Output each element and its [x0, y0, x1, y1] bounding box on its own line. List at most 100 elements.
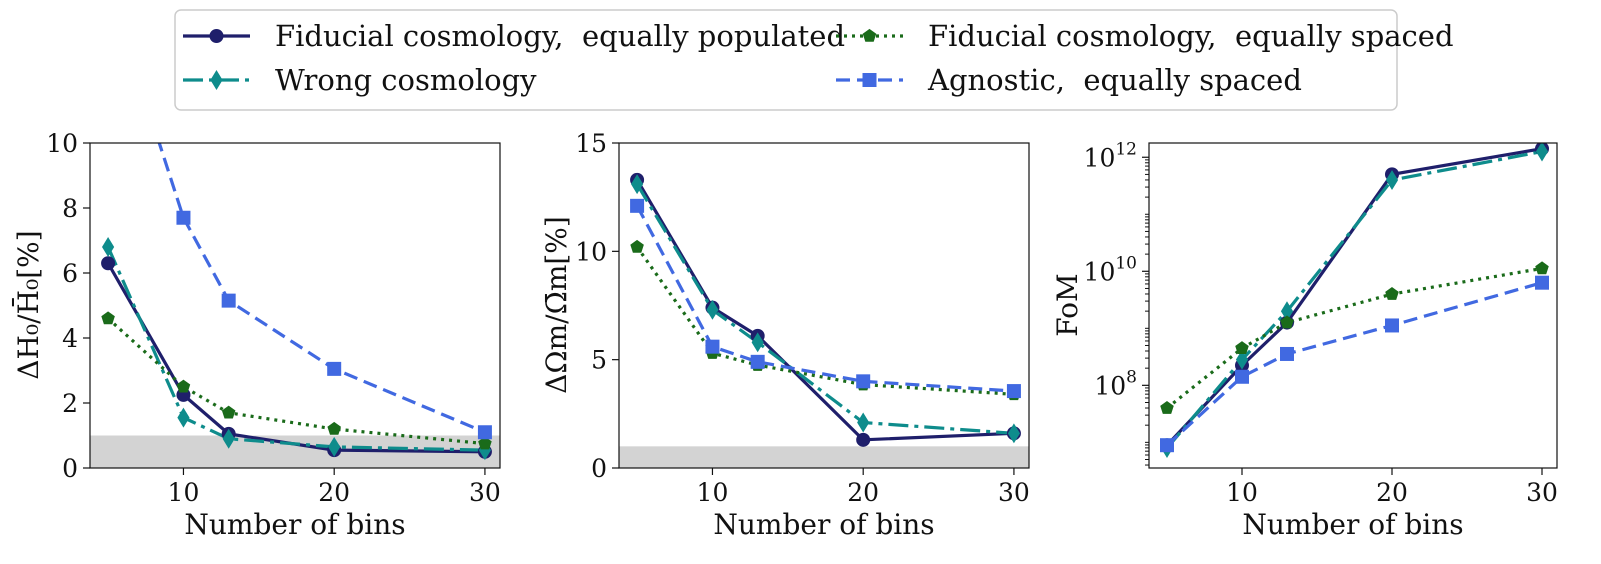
x-tick-label: 10	[697, 478, 729, 507]
data-point-agnostic	[327, 361, 342, 376]
axes-frame	[89, 142, 501, 469]
data-point-wrong	[706, 299, 719, 320]
data-point-wrong	[751, 332, 764, 353]
data-point-fid_spaced	[1535, 261, 1549, 275]
data-point-fid_spaced	[1385, 286, 1399, 300]
legend-label-wrong-cosmology: Wrong cosmology	[275, 63, 537, 97]
legend-marker-agnostic	[862, 73, 877, 87]
xlabel-omega-m: Number of bins	[713, 508, 934, 541]
data-point-fid_spaced	[221, 405, 236, 419]
data-point-wrong	[1235, 349, 1249, 370]
plot-area	[619, 172, 1029, 468]
y-tick-label: 15	[575, 129, 607, 158]
x-tick-label: 20	[318, 478, 350, 507]
legend: Fiducial cosmology, equally populated Fi…	[174, 9, 1454, 111]
series-line-fid_spaced	[107, 317, 486, 446]
y-tick-label: 108	[1094, 367, 1137, 400]
data-point-agnostic	[176, 210, 191, 225]
series-line-agnostic	[1165, 281, 1543, 447]
y-tick-label: 10	[575, 237, 607, 266]
data-point-wrong	[102, 237, 115, 257]
data-point-agnostic	[1280, 346, 1294, 361]
legend-marker-wrong	[210, 70, 223, 90]
data-point-fid_spaced	[327, 421, 341, 435]
legend-sample-wrong-cosmology	[183, 70, 250, 90]
x-tick-label: 30	[469, 478, 501, 507]
legend-label-fiducial-spaced: Fiducial cosmology, equally spaced	[928, 19, 1454, 53]
series-line-agnostic	[635, 205, 1015, 393]
y-tick-label: 8	[62, 194, 78, 223]
data-point-fid_spaced	[1280, 315, 1294, 329]
data-point-fid_spaced	[630, 239, 644, 253]
legend-sample-fiducial-spaced	[836, 28, 903, 42]
legend-sample-fiducial-populated	[183, 29, 250, 43]
ylabel-omega-m: ΔΩm/Ω̄m[%]	[540, 216, 573, 394]
data-point-agnostic	[630, 198, 645, 213]
data-point-agnostic	[856, 374, 871, 389]
data-point-wrong	[857, 412, 870, 433]
data-point-fid_spaced	[1160, 401, 1174, 414]
y-tick-label: 0	[62, 454, 78, 483]
x-tick-label: 10	[168, 478, 200, 507]
legend-frame	[174, 9, 1398, 111]
precision-band	[619, 446, 1029, 468]
panel-omega-m-error: ΔΩm/Ω̄m[%] Number of bins 10 20 30 0 5 10 15	[540, 129, 1030, 541]
plot-area	[1160, 143, 1549, 459]
series-line-fid_spaced	[635, 246, 1015, 396]
y-tick-label: 1012	[1084, 139, 1137, 172]
data-point-agnostic	[1535, 275, 1549, 290]
data-point-agnostic	[477, 425, 492, 440]
xlabel-fom: Number of bins	[1242, 508, 1463, 541]
data-point-fid_spaced	[478, 436, 492, 450]
x-tick-label: 30	[1526, 478, 1558, 507]
panel-fom: FoM Number of bins 10 20 30 108 1010 1012	[1051, 139, 1558, 541]
x-tick-label: 20	[1376, 478, 1408, 507]
data-point-wrong	[631, 174, 644, 195]
data-point-agnostic	[1006, 384, 1021, 399]
y-tick-label: 5	[591, 346, 607, 375]
y-tick-label: 2	[62, 389, 78, 418]
legend-marker-fid_pop	[209, 29, 224, 43]
series-line-fid_pop	[1165, 147, 1543, 447]
data-point-fid_pop	[101, 256, 116, 271]
y-tick-label: 1010	[1084, 253, 1137, 286]
axes-frame	[618, 142, 1030, 469]
legend-marker-fid_spaced	[862, 28, 877, 42]
data-point-wrong	[328, 436, 341, 457]
data-point-fid_pop	[856, 432, 871, 447]
x-tick-label: 10	[1226, 478, 1258, 507]
legend-entry-fiducial-populated: Fiducial cosmology, equally populated	[183, 19, 845, 53]
x-tick-label: 20	[847, 478, 879, 507]
legend-entry-fiducial-spaced: Fiducial cosmology, equally spaced	[836, 19, 1454, 53]
series-line-wrong	[106, 246, 485, 452]
data-point-agnostic	[1385, 318, 1399, 333]
data-point-agnostic	[705, 339, 720, 354]
data-point-wrong	[177, 407, 190, 428]
y-tick-label: 6	[62, 259, 78, 288]
data-point-wrong	[1007, 423, 1021, 444]
data-point-fid_spaced	[101, 311, 115, 325]
legend-entry-wrong-cosmology: Wrong cosmology	[183, 63, 537, 97]
plot-area	[90, 143, 500, 468]
data-point-agnostic	[1235, 369, 1249, 384]
data-point-fid_spaced	[176, 379, 191, 393]
series-line-agnostic	[157, 143, 486, 434]
panel-h0-error: ΔH₀/H̄₀[%] Number of bins 10 20 30 0 2 4 6 8 10	[11, 129, 501, 541]
ylabel-h0: ΔH₀/H̄₀[%]	[11, 230, 45, 379]
legend-label-agnostic: Agnostic, equally spaced	[927, 63, 1302, 97]
y-tick-label: 10	[46, 129, 78, 158]
data-point-agnostic	[221, 293, 236, 308]
data-point-agnostic	[750, 354, 765, 369]
data-point-wrong	[1535, 143, 1549, 162]
xlabel-h0: Number of bins	[184, 508, 405, 541]
data-point-wrong	[222, 428, 235, 449]
data-point-wrong	[1385, 170, 1399, 191]
series-line-fid_pop	[106, 262, 485, 454]
ylabel-fom: FoM	[1051, 273, 1084, 336]
data-point-agnostic	[1160, 438, 1174, 453]
axes-frame	[1148, 142, 1558, 469]
legend-sample-agnostic	[836, 73, 903, 87]
y-tick-label: 4	[62, 324, 78, 353]
legend-entry-agnostic: Agnostic, equally spaced	[836, 63, 1302, 97]
